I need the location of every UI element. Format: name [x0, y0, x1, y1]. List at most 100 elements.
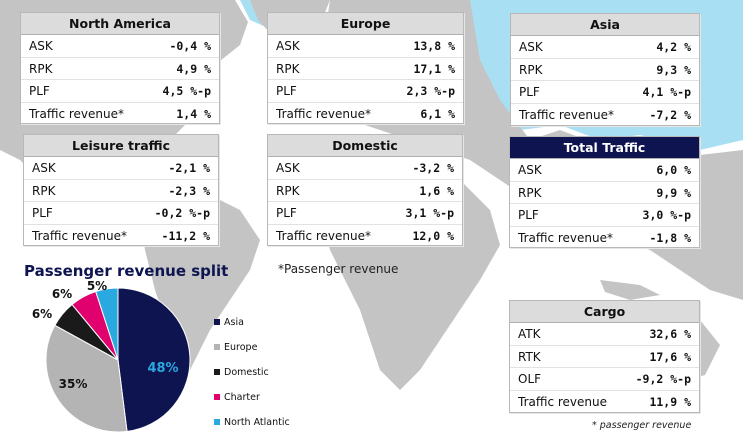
- panel-title: Domestic: [268, 135, 462, 157]
- legend-swatch: [214, 319, 220, 325]
- legend-item: North Atlantic: [214, 417, 290, 429]
- metric-label: OLF: [518, 372, 542, 386]
- panel-title: Leisure traffic: [24, 135, 218, 157]
- metric-label: RPK: [276, 183, 300, 198]
- table-row: RPK 4,9 %: [21, 58, 219, 80]
- metric-value: 3,1 %-p: [405, 206, 454, 220]
- legend-item: Europe: [214, 342, 257, 354]
- metric-label: RPK: [518, 185, 542, 200]
- legend-label: Domestic: [224, 367, 269, 378]
- metric-value: -0,4 %: [169, 39, 211, 53]
- legend-item: Asia: [214, 317, 244, 329]
- legend-swatch: [214, 394, 220, 400]
- legend-swatch: [214, 419, 220, 425]
- map-land-islands: [600, 280, 660, 300]
- metric-value: 6,1 %: [420, 106, 455, 121]
- table-row: ASK 6,0 %: [510, 159, 699, 182]
- table-row: PLF -0,2 %-p: [24, 202, 218, 225]
- metric-value: 1,4 %: [176, 106, 211, 121]
- legend-swatch: [214, 369, 220, 375]
- metric-label: Traffic revenue*: [519, 107, 614, 122]
- panel-title: North America: [21, 13, 219, 35]
- legend-label: Charter: [224, 392, 260, 403]
- panel-asia: Asia ASK 4,2 % RPK 9,3 % PLF 4,1 %-p Tra…: [510, 13, 700, 126]
- panel-title: Asia: [511, 14, 699, 36]
- passenger-revenue-pie-chart: 48% 35% 6%6% 5%: [32, 280, 191, 433]
- metric-value: 1,6 %: [419, 183, 454, 198]
- legend-label: North Atlantic: [224, 417, 290, 428]
- metric-value: -3,2 %: [412, 161, 454, 175]
- panel-leisure-traffic: Leisure traffic ASK -2,1 % RPK -2,3 % PL…: [23, 134, 219, 246]
- metric-value: 17,1 %: [413, 61, 455, 76]
- metric-label: ASK: [29, 39, 53, 53]
- metric-label: Traffic revenue*: [276, 228, 371, 243]
- table-row: Traffic revenue* -1,8 %: [510, 227, 699, 250]
- metric-value: 4,5 %-p: [162, 84, 211, 98]
- table-row: RTK 17,6 %: [510, 346, 699, 368]
- metric-label: Traffic revenue*: [32, 228, 127, 243]
- metric-value: 6,0 %: [656, 163, 691, 177]
- chart-title: Passenger revenue split: [24, 262, 229, 280]
- metric-label: ASK: [519, 40, 543, 54]
- table-row: PLF 3,0 %-p: [510, 204, 699, 227]
- metric-value: 9,3 %: [656, 62, 691, 77]
- table-row: Traffic revenue* -7,2 %: [511, 104, 699, 127]
- table-row: Traffic revenue* 6,1 %: [268, 103, 463, 126]
- panel-title: Cargo: [510, 301, 699, 323]
- metric-value: -9,2 %-p: [635, 372, 691, 386]
- table-row: PLF 4,5 %-p: [21, 80, 219, 103]
- metric-label: PLF: [518, 208, 539, 222]
- panel-domestic: Domestic ASK -3,2 % RPK 1,6 % PLF 3,1 %-…: [267, 134, 463, 246]
- table-row: PLF 3,1 %-p: [268, 202, 462, 225]
- metric-label: ASK: [32, 161, 56, 175]
- metric-label: PLF: [276, 84, 297, 98]
- pie-slice-label: 35%: [59, 377, 88, 391]
- metric-label: RPK: [32, 183, 56, 198]
- panel-north-america: North America ASK -0,4 % RPK 4,9 % PLF 4…: [20, 12, 220, 124]
- metric-value: 3,0 %-p: [642, 208, 691, 222]
- table-row: ASK -3,2 %: [268, 157, 462, 180]
- pie-slice-label: 48%: [147, 361, 178, 376]
- pie-slice-label: 6%: [32, 307, 52, 321]
- table-row: ASK 13,8 %: [268, 35, 463, 58]
- metric-value: 13,8 %: [413, 39, 455, 53]
- metric-label: ASK: [276, 39, 300, 53]
- metric-label: Traffic revenue*: [518, 230, 613, 245]
- table-row: ASK -0,4 %: [21, 35, 219, 58]
- metric-label: PLF: [519, 85, 540, 99]
- metric-value: 4,9 %: [176, 61, 211, 76]
- pie-slice-north-atlantic: [95, 287, 119, 361]
- table-row: RPK 17,1 %: [268, 58, 463, 80]
- table-row: RPK 9,3 %: [511, 59, 699, 81]
- metric-value: -1,8 %: [649, 230, 691, 245]
- metric-label: RPK: [276, 61, 300, 76]
- table-row: PLF 4,1 %-p: [511, 81, 699, 104]
- metric-value: -11,2 %: [161, 228, 210, 243]
- table-row: Traffic revenue* 1,4 %: [21, 103, 219, 126]
- table-row: Traffic revenue* 12,0 %: [268, 225, 462, 248]
- table-row: ASK -2,1 %: [24, 157, 218, 180]
- panel-title: Total Traffic: [510, 137, 699, 159]
- metric-value: 4,1 %-p: [642, 85, 691, 99]
- table-row: Traffic revenue 11,9 %: [510, 391, 699, 414]
- panel-total-traffic: Total Traffic ASK 6,0 % RPK 9,9 % PLF 3,…: [509, 136, 700, 248]
- table-row: RPK 9,9 %: [510, 182, 699, 204]
- metric-value: -7,2 %: [649, 107, 691, 122]
- metric-label: RPK: [29, 61, 53, 76]
- passenger-revenue-note: *Passenger revenue: [278, 262, 399, 276]
- metric-label: Traffic revenue*: [276, 106, 371, 121]
- metric-label: ATK: [518, 327, 541, 341]
- metric-label: RPK: [519, 62, 543, 77]
- table-row: ASK 4,2 %: [511, 36, 699, 59]
- legend-item: Domestic: [214, 367, 269, 379]
- metric-value: 2,3 %-p: [406, 84, 455, 98]
- metric-value: 11,9 %: [649, 394, 691, 409]
- panel-title: Europe: [268, 13, 463, 35]
- metric-label: PLF: [32, 206, 53, 220]
- metric-label: Traffic revenue: [518, 394, 607, 409]
- table-row: ATK 32,6 %: [510, 323, 699, 346]
- metric-value: 4,2 %: [656, 40, 691, 54]
- metric-value: 12,0 %: [412, 228, 454, 243]
- metric-label: Traffic revenue*: [29, 106, 124, 121]
- metric-label: PLF: [276, 206, 297, 220]
